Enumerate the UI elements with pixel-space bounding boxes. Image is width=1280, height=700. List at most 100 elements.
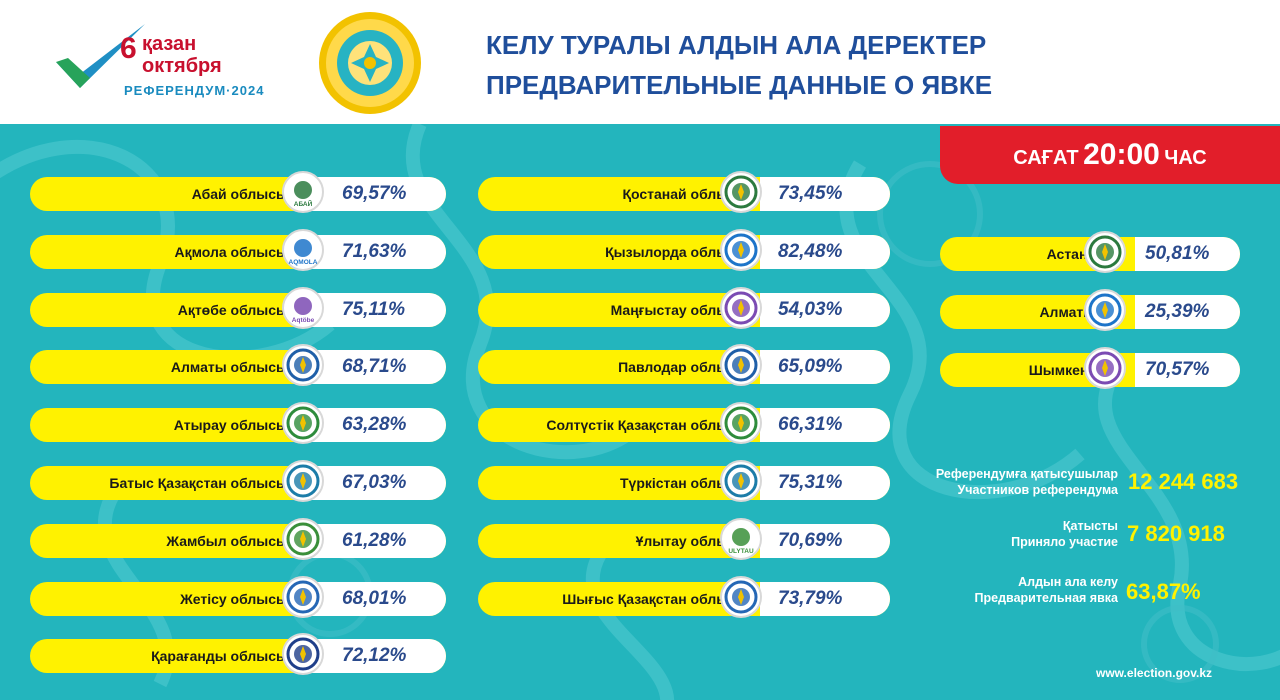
time-text: САҒАТ 20:00 ЧАС — [940, 126, 1280, 184]
region-row: Ұлытау облысы ULYTAU 70,69% — [478, 518, 890, 560]
region-name: Маңғыстау облысы — [610, 302, 748, 318]
percentage-background — [760, 350, 890, 384]
turnout-percentage: 65,09% — [778, 356, 843, 377]
region-row: Павлодар облысы 65,09% — [478, 344, 890, 386]
region-row: Абай облысы АБАЙ 69,57% — [30, 171, 446, 213]
region-name: Жетісу облысы — [180, 591, 288, 607]
turnout-percentage: 66,31% — [778, 414, 843, 435]
region-row: Жамбыл облысы 61,28% — [30, 518, 446, 560]
percentage-background — [1135, 295, 1240, 329]
turnout-percentage: 50,81% — [1145, 243, 1210, 264]
region-name: Қарағанды облысы — [151, 648, 288, 664]
region-row: Қостанай облысы 73,45% — [478, 171, 890, 213]
turnout-percentage: 75,31% — [778, 472, 843, 493]
checkmark-icon — [56, 24, 145, 88]
percentage-background — [306, 408, 446, 442]
turnout-percentage: 61,28% — [342, 530, 407, 551]
time-value: 20:00 — [1083, 138, 1160, 171]
central-election-commission-seal-icon — [319, 12, 421, 114]
region-name: Шығыс Қазақстан облысы — [562, 591, 748, 607]
turnout-percentage: 75,11% — [342, 299, 406, 320]
percentage-background — [306, 466, 446, 500]
region-row: Астана қ. 50,81% — [940, 231, 1240, 273]
percentage-background — [760, 582, 890, 616]
region-name: Павлодар облысы — [618, 359, 748, 375]
kyzylorda-emblem-icon — [720, 229, 762, 271]
region-name: Қызылорда облысы — [605, 244, 748, 260]
region-name: Абай облысы — [191, 186, 288, 202]
turnout-percentage: 71,63% — [342, 241, 407, 262]
region-name: Жамбыл облысы — [166, 533, 288, 549]
logo-month-ru: октября — [142, 55, 222, 77]
percentage-background — [306, 639, 446, 673]
participants-value: 12 244 683 — [1128, 469, 1239, 494]
turnout-label: Алдын ала келу Предварительная явка — [880, 574, 1118, 606]
time-suffix: ЧАС — [1164, 147, 1207, 169]
ulytau-emblem-icon: ULYTAU — [720, 518, 762, 560]
website-link[interactable]: www.election.gov.kz — [1096, 666, 1213, 680]
aktobe-emblem-icon: Aqtöbe — [282, 287, 324, 329]
percentage-background — [760, 524, 890, 558]
percentage-background — [306, 293, 446, 327]
took-part-label-kz: Қатысты — [1062, 519, 1118, 533]
logo-month-kz: қазан — [142, 33, 197, 55]
turnout-percentage: 25,39% — [1145, 301, 1210, 322]
almaty-city-emblem-icon — [1084, 289, 1126, 331]
logo-caption: РЕФЕРЕНДУМ·2024 — [124, 83, 265, 98]
region-row: Түркістан облысы 75,31% — [478, 460, 890, 502]
percentage-background — [760, 293, 890, 327]
turnout-value: 63,87% — [1126, 579, 1201, 604]
north-kazakhstan-emblem-icon — [720, 402, 762, 444]
region-row: Шымкент қ. 70,57% — [940, 347, 1240, 389]
turnout-percentage: 69,57% — [342, 183, 407, 204]
participants-label-ru: Участников референдума — [957, 483, 1118, 497]
region-name: Ақмола облысы — [174, 244, 288, 260]
turnout-percentage: 68,71% — [342, 356, 407, 377]
zhambyl-emblem-icon — [282, 518, 324, 560]
turnout-label-ru: Предварительная явка — [974, 591, 1118, 605]
turnout-percentage: 73,79% — [778, 588, 843, 609]
emblem-text: Aqtöbe — [292, 317, 315, 324]
turnout-percentage: 54,03% — [778, 299, 843, 320]
participants-label-kz: Референдумға қатысушылар — [935, 467, 1118, 481]
emblem-text: АБАЙ — [294, 199, 313, 208]
region-row: Алматы облысы 68,71% — [30, 344, 446, 386]
took-part-value: 7 820 918 — [1127, 521, 1225, 546]
region-name: Атырау облысы — [173, 417, 288, 433]
region-name: Ұлытау облысы — [635, 533, 748, 549]
west-kazakhstan-emblem-icon — [282, 460, 324, 502]
participants-label: Референдумға қатысушылар Участников рефе… — [880, 466, 1118, 498]
time-prefix: САҒАТ — [1013, 147, 1079, 169]
region-row: Қызылорда облысы 82,48% — [478, 229, 890, 271]
akmola-emblem-icon: AQMOLA — [282, 229, 324, 271]
region-name: Қостанай облысы — [622, 186, 748, 202]
atyrau-emblem-icon — [282, 402, 324, 444]
emblem-text: AQMOLA — [289, 259, 318, 266]
region-row: Ақтөбе облысы Aqtöbe 75,11% — [30, 287, 446, 329]
region-row: Жетісу облысы 68,01% — [30, 576, 446, 618]
region-row: Маңғыстау облысы 54,03% — [478, 287, 890, 329]
percentage-background — [306, 350, 446, 384]
kostanay-emblem-icon — [720, 171, 762, 213]
mangystau-emblem-icon — [720, 287, 762, 329]
region-name: Алматы облысы — [170, 359, 288, 375]
took-part-label: Қатысты Приняло участие — [880, 518, 1118, 550]
turnout-percentage: 70,57% — [1145, 359, 1210, 380]
percentage-background — [1135, 237, 1240, 271]
almaty-region-emblem-icon — [282, 344, 324, 386]
astana-emblem-icon — [1084, 231, 1126, 273]
percentage-background — [306, 524, 446, 558]
region-row: Батыс Қазақстан облысы 67,03% — [30, 460, 446, 502]
header: 6 қазан октября РЕФЕРЕНДУМ·2024 КЕЛУ ТУР… — [0, 0, 1280, 124]
region-name: Солтүстік Қазақстан облысы — [546, 417, 748, 433]
pavlodar-emblem-icon — [720, 344, 762, 386]
percentage-background — [760, 466, 890, 500]
turkistan-emblem-icon — [720, 460, 762, 502]
region-row: Ақмола облысы AQMOLA 71,63% — [30, 229, 446, 271]
region-name: Түркістан облысы — [619, 475, 748, 491]
title-line-ru: ПРЕДВАРИТЕЛЬНЫЕ ДАННЫЕ О ЯВКЕ — [486, 70, 993, 100]
region-row: Солтүстік Қазақстан облысы 66,31% — [478, 402, 890, 444]
karaganda-emblem-icon — [282, 633, 324, 675]
turnout-percentage: 72,12% — [342, 645, 407, 666]
percentage-background — [1135, 353, 1240, 387]
